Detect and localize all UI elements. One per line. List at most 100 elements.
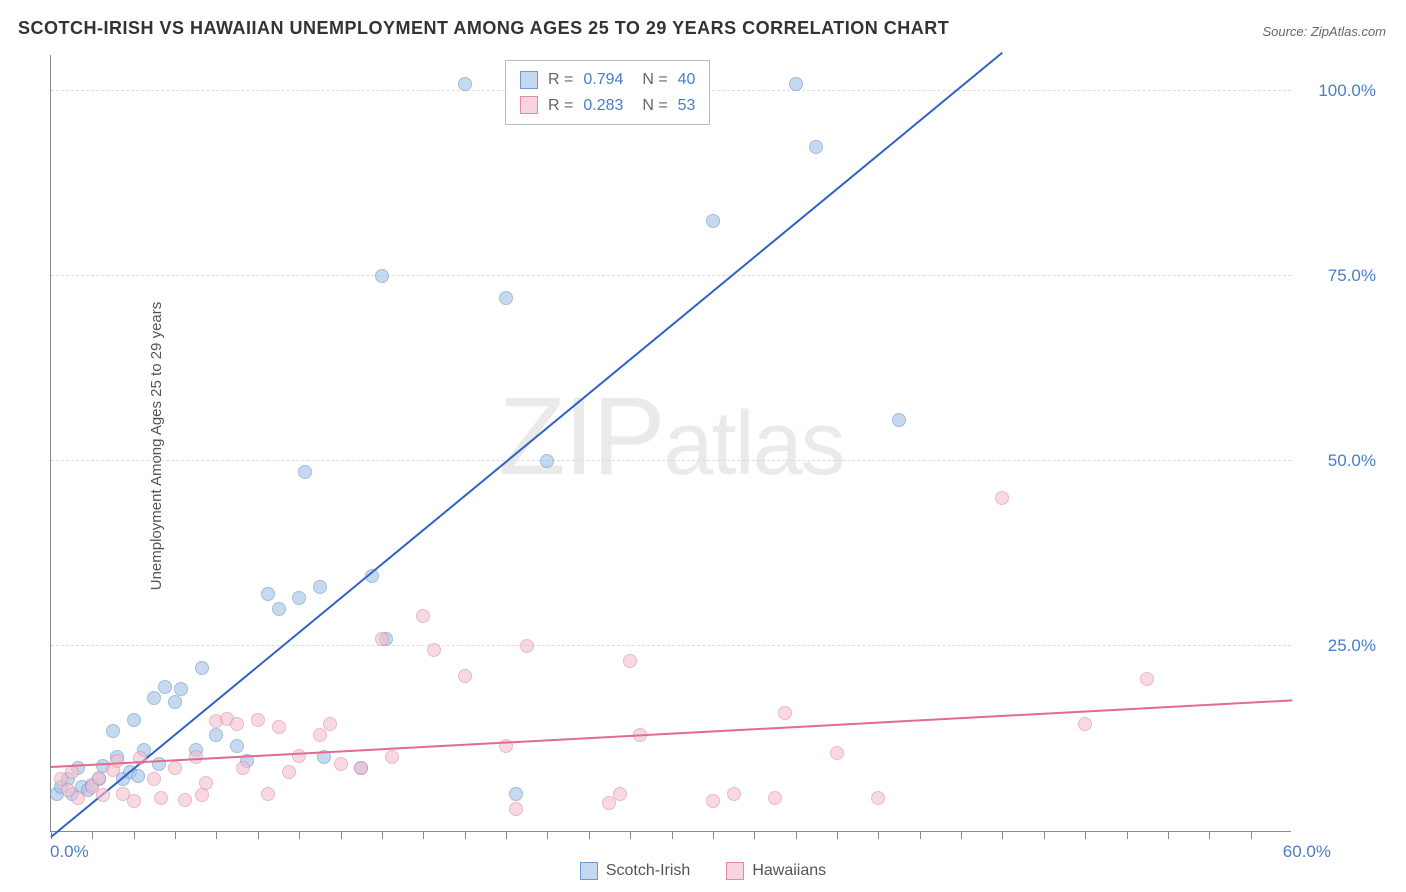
scatter-point	[458, 669, 472, 683]
x-axis-tick	[1002, 831, 1003, 839]
x-axis-tick	[630, 831, 631, 839]
x-axis-tick	[299, 831, 300, 839]
r-label: R =	[548, 93, 573, 119]
legend-swatch-icon	[580, 862, 598, 880]
scatter-point	[168, 761, 182, 775]
legend-label: Hawaiians	[752, 862, 826, 880]
x-axis-tick	[1251, 831, 1252, 839]
scatter-point	[706, 214, 720, 228]
source-label: Source: ZipAtlas.com	[1262, 24, 1386, 39]
scatter-point	[127, 794, 141, 808]
scatter-point	[354, 761, 368, 775]
scatter-point	[789, 77, 803, 91]
x-axis-tick	[547, 831, 548, 839]
trendline	[50, 52, 1003, 838]
x-axis-tick	[465, 831, 466, 839]
y-axis-tick-label: 25.0%	[1328, 636, 1376, 656]
scatter-point	[323, 717, 337, 731]
scatter-point	[230, 717, 244, 731]
y-axis-tick-label: 100.0%	[1318, 81, 1376, 101]
gridline	[51, 645, 1291, 646]
scatter-point	[158, 680, 172, 694]
scatter-point	[127, 713, 141, 727]
scatter-point	[106, 724, 120, 738]
trendline	[51, 700, 1292, 769]
y-axis-tick-label: 50.0%	[1328, 451, 1376, 471]
x-axis-min-label: 0.0%	[50, 842, 89, 862]
scatter-point	[147, 691, 161, 705]
watermark: ZIPatlas	[498, 373, 843, 500]
x-axis-tick	[216, 831, 217, 839]
x-axis-tick	[175, 831, 176, 839]
scatter-point	[830, 746, 844, 760]
scatter-point	[623, 654, 637, 668]
scatter-point	[195, 788, 209, 802]
n-value: 40	[678, 67, 696, 93]
scatter-point	[71, 791, 85, 805]
r-value: 0.283	[583, 93, 623, 119]
x-axis-tick	[1044, 831, 1045, 839]
scatter-point	[282, 765, 296, 779]
scatter-point	[768, 791, 782, 805]
scatter-point	[272, 602, 286, 616]
x-axis-tick	[878, 831, 879, 839]
correlation-legend-row: R = 0.283 N = 53	[520, 93, 695, 119]
n-label: N =	[633, 67, 667, 93]
y-axis-tick-label: 75.0%	[1328, 266, 1376, 286]
scatter-point	[416, 609, 430, 623]
x-axis-tick	[258, 831, 259, 839]
scatter-point	[313, 580, 327, 594]
legend-label: Scotch-Irish	[606, 862, 690, 880]
scatter-point	[509, 787, 523, 801]
scatter-point	[298, 465, 312, 479]
x-axis-tick	[341, 831, 342, 839]
x-axis-tick	[92, 831, 93, 839]
scatter-point	[110, 754, 124, 768]
scatter-point	[706, 794, 720, 808]
x-axis-tick	[1209, 831, 1210, 839]
scatter-point	[499, 291, 513, 305]
scatter-point	[1078, 717, 1092, 731]
legend-item-scotch-irish: Scotch-Irish	[580, 862, 690, 880]
scatter-point	[375, 269, 389, 283]
scatter-point	[892, 413, 906, 427]
x-axis-tick	[713, 831, 714, 839]
chart-container: SCOTCH-IRISH VS HAWAIIAN UNEMPLOYMENT AM…	[0, 0, 1406, 892]
scatter-point	[995, 491, 1009, 505]
r-value: 0.794	[583, 67, 623, 93]
scatter-point	[385, 750, 399, 764]
correlation-legend-row: R = 0.794 N = 40	[520, 67, 695, 93]
scatter-point	[727, 787, 741, 801]
gridline	[51, 275, 1291, 276]
legend-swatch-icon	[726, 862, 744, 880]
x-axis-tick	[961, 831, 962, 839]
scatter-point	[613, 787, 627, 801]
scatter-point	[313, 728, 327, 742]
gridline	[51, 460, 1291, 461]
chart-title: SCOTCH-IRISH VS HAWAIIAN UNEMPLOYMENT AM…	[18, 18, 949, 39]
scatter-point	[147, 772, 161, 786]
scatter-point	[174, 682, 188, 696]
scatter-point	[809, 140, 823, 154]
scatter-point	[334, 757, 348, 771]
scatter-point	[520, 639, 534, 653]
scatter-point	[236, 761, 250, 775]
x-axis-tick	[1168, 831, 1169, 839]
scatter-point	[195, 661, 209, 675]
scatter-point	[540, 454, 554, 468]
legend-bottom: Scotch-Irish Hawaiians	[0, 862, 1406, 880]
scatter-point	[230, 739, 244, 753]
scatter-point	[458, 77, 472, 91]
scatter-point	[168, 695, 182, 709]
x-axis-tick	[754, 831, 755, 839]
scatter-point	[154, 791, 168, 805]
scatter-point	[92, 771, 106, 785]
plot-area: ZIPatlas 25.0%50.0%75.0%100.0%	[50, 55, 1291, 832]
n-value: 53	[678, 93, 696, 119]
scatter-point	[292, 749, 306, 763]
scatter-point	[427, 643, 441, 657]
x-axis-tick	[1085, 831, 1086, 839]
r-label: R =	[548, 67, 573, 93]
scatter-point	[199, 776, 213, 790]
scatter-point	[871, 791, 885, 805]
